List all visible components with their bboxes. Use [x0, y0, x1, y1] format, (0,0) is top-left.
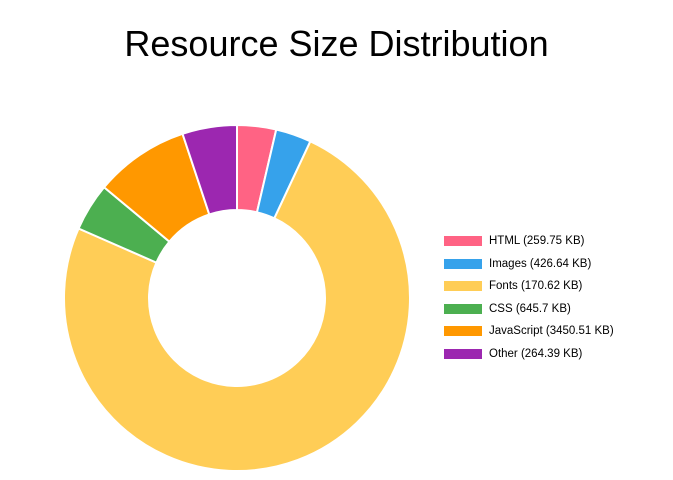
legend-label-css: CSS (645.7 KB) [489, 302, 571, 315]
legend-item-html[interactable]: HTML (259.75 KB) [444, 230, 664, 253]
legend-item-fonts[interactable]: Fonts (170.62 KB) [444, 275, 664, 298]
slice-other[interactable] [181, 123, 238, 216]
legend-swatch-other [444, 348, 482, 359]
chart-title: Resource Size Distribution [124, 23, 549, 64]
legend-swatch-images [444, 258, 482, 269]
legend-item-other[interactable]: Other (264.39 KB) [444, 343, 664, 366]
legend-label-javascript: JavaScript (3450.51 KB) [489, 325, 614, 338]
legend-label-other: Other (264.39 KB) [489, 347, 583, 360]
legend-item-css[interactable]: CSS (645.7 KB) [444, 298, 664, 321]
legend-label-html: HTML (259.75 KB) [489, 235, 585, 248]
legend-item-javascript[interactable]: JavaScript (3450.51 KB) [444, 320, 664, 343]
legend-swatch-css [444, 303, 482, 314]
legend-swatch-html [444, 236, 482, 247]
donut-slices [63, 123, 411, 472]
legend-label-images: Images (426.64 KB) [489, 257, 592, 270]
legend-label-fonts: Fonts (170.62 KB) [489, 280, 583, 293]
legend: HTML (259.75 KB) Images (426.64 KB) Font… [444, 230, 664, 365]
legend-swatch-javascript [444, 326, 482, 337]
slice-fonts[interactable] [63, 140, 411, 472]
legend-item-images[interactable]: Images (426.64 KB) [444, 253, 664, 276]
legend-swatch-fonts [444, 281, 482, 292]
